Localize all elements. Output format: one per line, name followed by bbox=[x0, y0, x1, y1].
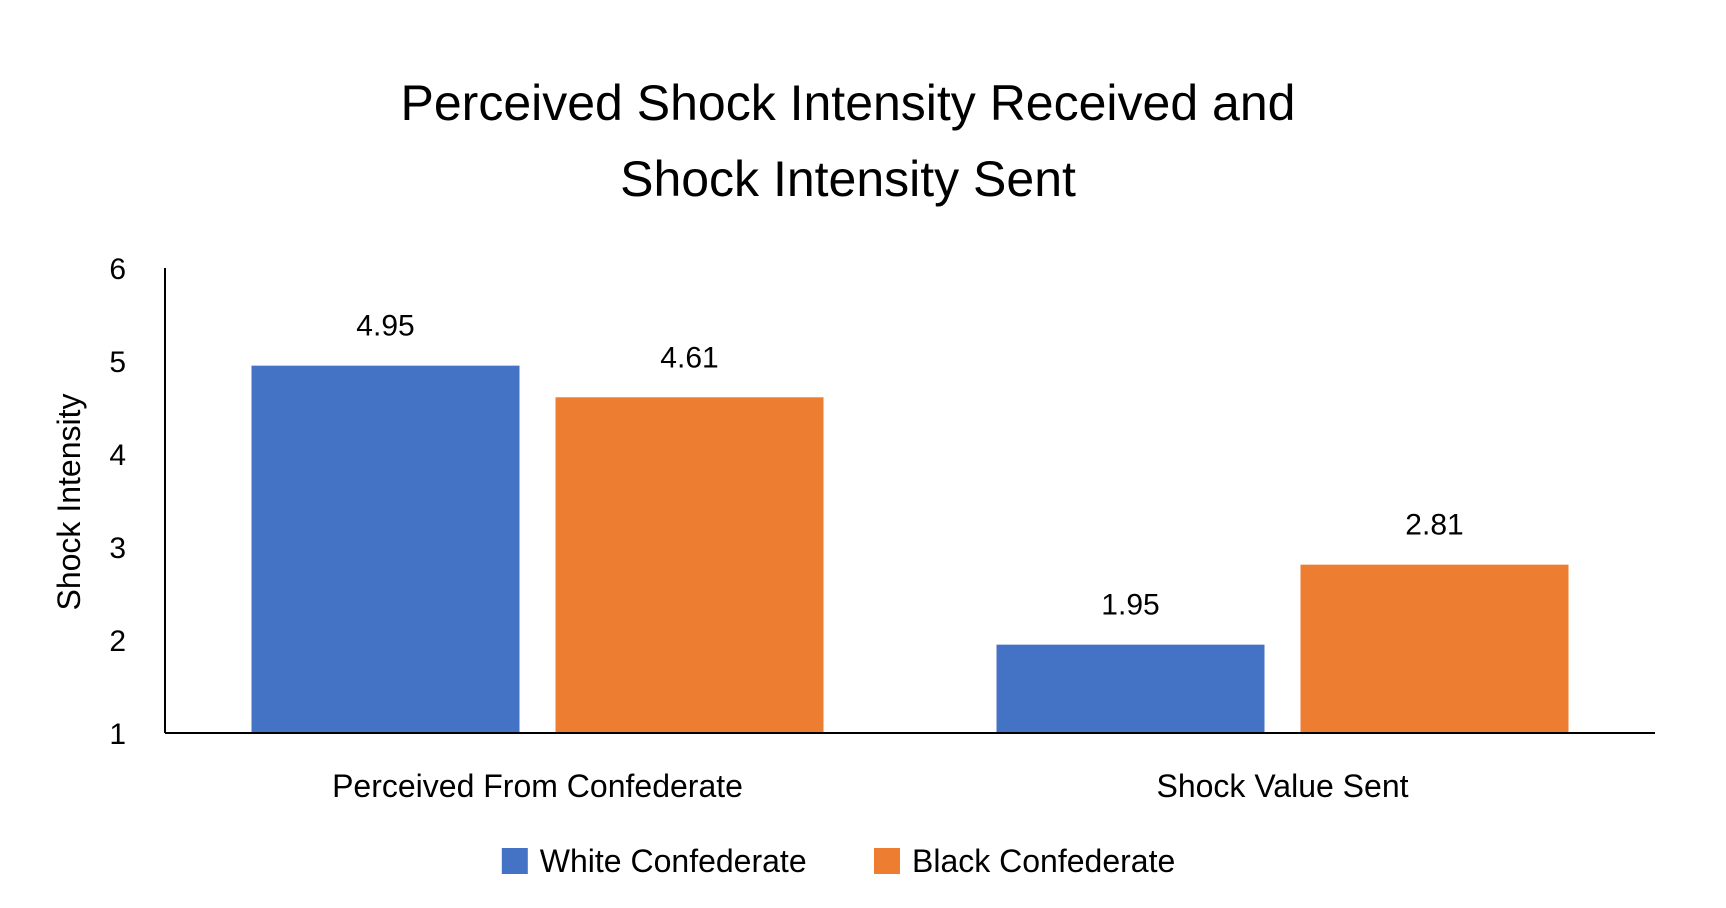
chart-title-line-1: Perceived Shock Intensity Received and bbox=[401, 75, 1296, 131]
legend-label: Black Confederate bbox=[912, 843, 1175, 879]
plot-area: 1 2 3 4 5 6 4.95 4.61 Perceived From Confederate… bbox=[109, 253, 1655, 804]
legend: White Confederate Black Confederate bbox=[501, 843, 1175, 879]
chart-title-line-2: Shock Intensity Sent bbox=[620, 151, 1076, 207]
legend-swatch bbox=[874, 848, 900, 874]
data-label: 4.95 bbox=[356, 310, 414, 343]
y-tick-label: 6 bbox=[109, 253, 126, 286]
bar bbox=[251, 365, 520, 733]
y-tick-label: 4 bbox=[109, 439, 126, 472]
x-category-label: Shock Value Sent bbox=[1156, 768, 1408, 804]
data-label: 4.61 bbox=[660, 341, 718, 374]
y-tick-label: 2 bbox=[109, 625, 126, 658]
bar bbox=[1300, 564, 1569, 733]
legend-swatch bbox=[501, 848, 528, 874]
y-tick-label: 1 bbox=[109, 718, 126, 751]
y-axis-title: Shock Intensity bbox=[51, 394, 87, 611]
data-label: 2.81 bbox=[1405, 509, 1463, 542]
data-label: 1.95 bbox=[1101, 589, 1159, 622]
y-tick-label: 3 bbox=[109, 532, 126, 565]
y-tick-label: 5 bbox=[109, 346, 126, 379]
bar bbox=[555, 397, 824, 733]
chart-title: Perceived Shock Intensity Received and S… bbox=[401, 75, 1296, 207]
x-category-label: Perceived From Confederate bbox=[332, 768, 743, 804]
legend-label: White Confederate bbox=[540, 843, 807, 879]
bar bbox=[996, 644, 1265, 733]
